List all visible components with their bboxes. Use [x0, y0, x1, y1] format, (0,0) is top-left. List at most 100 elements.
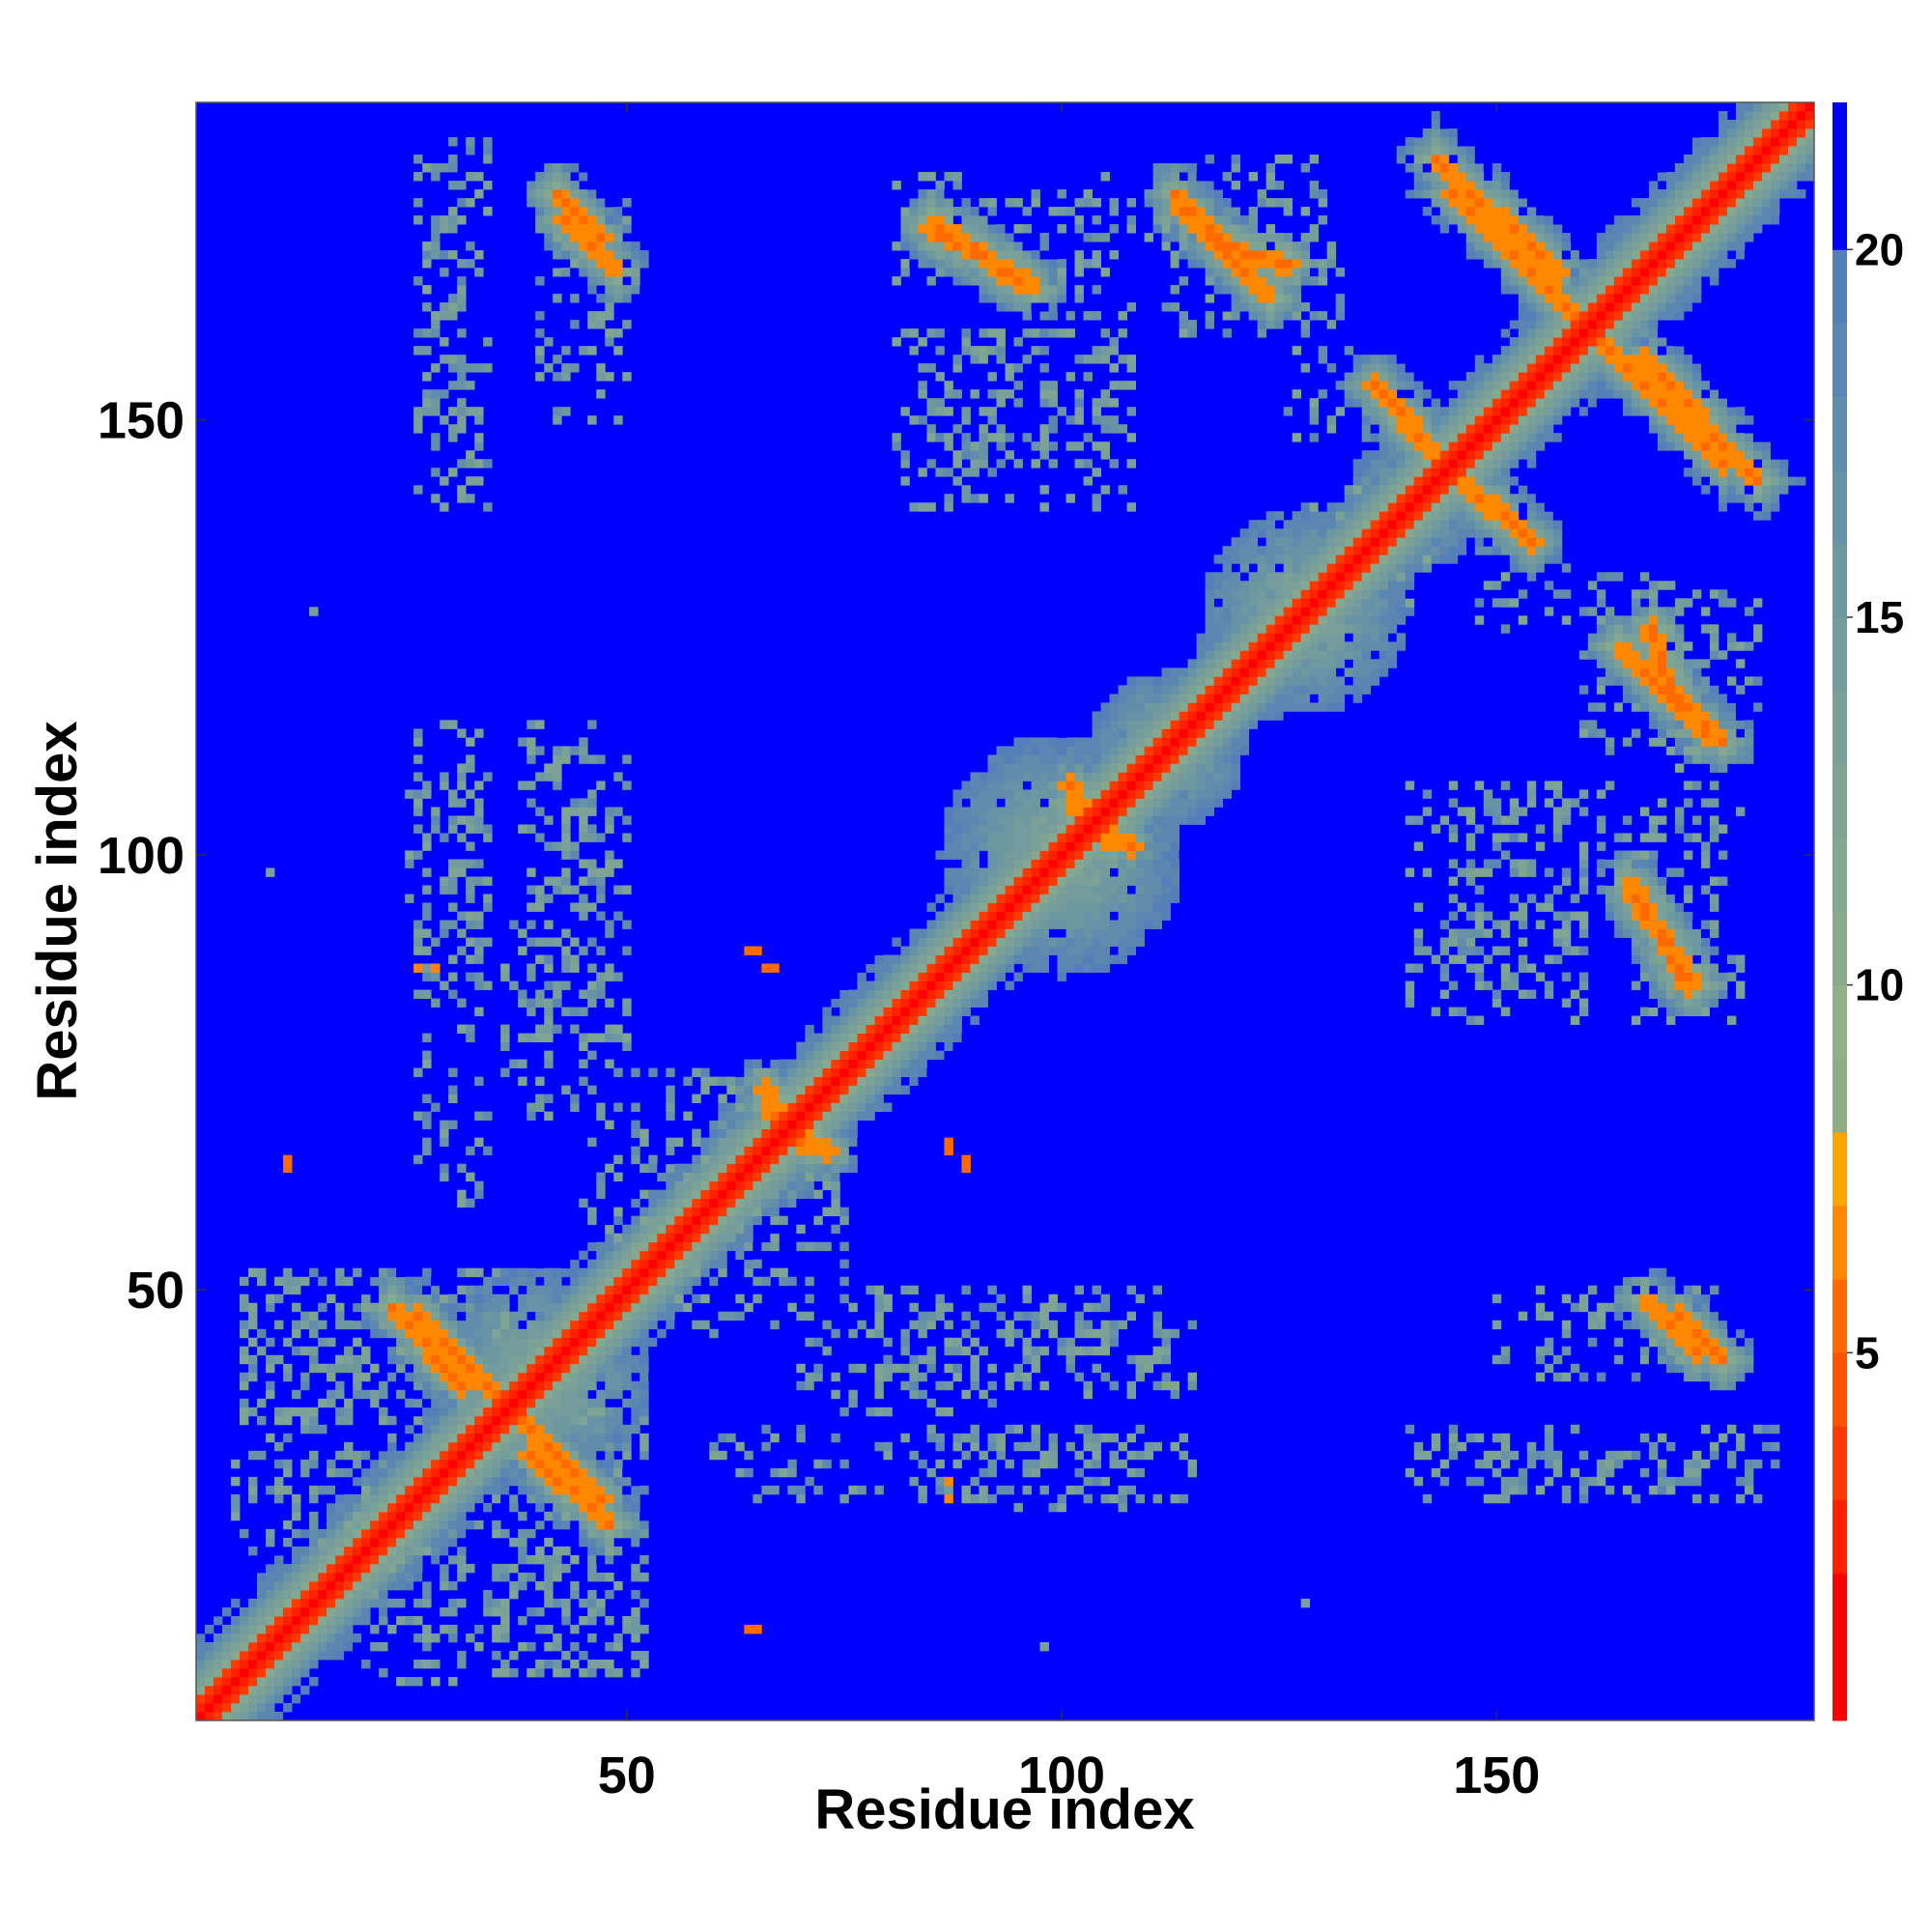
heatmap-cell	[544, 242, 554, 251]
heatmap-cell	[1100, 1476, 1110, 1487]
heatmap-cell	[500, 1293, 510, 1304]
heatmap-cell	[570, 1024, 580, 1034]
heatmap-cell	[353, 1641, 362, 1652]
heatmap-cell	[1231, 711, 1241, 721]
heatmap-cell	[544, 1493, 554, 1504]
heatmap-cell	[1135, 1363, 1145, 1374]
heatmap-cell	[553, 198, 562, 208]
heatmap-cell	[579, 242, 588, 251]
heatmap-cell	[535, 1320, 545, 1330]
heatmap-cell	[1179, 676, 1189, 686]
heatmap-cell	[674, 1207, 684, 1217]
heatmap-cell	[1048, 737, 1058, 747]
heatmap-cell	[474, 728, 484, 738]
heatmap-cell	[448, 1546, 458, 1556]
heatmap-cell	[1083, 920, 1093, 929]
heatmap-cell	[466, 494, 475, 503]
heatmap-cell	[570, 207, 580, 216]
heatmap-cell	[1222, 694, 1233, 703]
heatmap-cell	[596, 1267, 606, 1278]
heatmap-cell	[1048, 285, 1058, 295]
heatmap-cell	[613, 1502, 623, 1513]
heatmap-cell	[622, 1033, 632, 1042]
heatmap-cell	[987, 1380, 997, 1391]
heatmap-cell	[466, 172, 475, 182]
heatmap-cell	[318, 1546, 327, 1556]
heatmap-cell	[979, 242, 988, 251]
heatmap-cell	[1083, 1424, 1093, 1435]
heatmap-cell	[944, 233, 953, 242]
heatmap-cell	[448, 1493, 458, 1504]
heatmap-cell	[483, 1415, 493, 1426]
heatmap-cell	[440, 1172, 449, 1182]
heatmap-cell	[1100, 441, 1110, 451]
heatmap-cell	[500, 1389, 510, 1400]
heatmap-cell	[979, 424, 988, 434]
heatmap-cell	[709, 1120, 719, 1130]
heatmap-cell	[926, 1433, 936, 1443]
heatmap-cell	[457, 407, 467, 416]
heatmap-cell	[248, 1363, 258, 1374]
heatmap-cell	[1205, 676, 1215, 686]
heatmap-cell	[266, 867, 275, 877]
heatmap-cell	[1222, 763, 1233, 773]
heatmap-cell	[952, 459, 962, 469]
heatmap-cell	[1048, 389, 1058, 399]
heatmap-cell	[387, 1450, 397, 1461]
heatmap-cell	[622, 1546, 632, 1556]
heatmap-cell	[1013, 972, 1023, 981]
heatmap-cell	[1135, 876, 1145, 886]
heatmap-cell	[1022, 268, 1032, 277]
heatmap-cell	[422, 1659, 432, 1669]
heatmap-cell	[300, 1554, 310, 1565]
heatmap-cell	[387, 1328, 397, 1339]
heatmap-cell	[300, 1520, 310, 1530]
heatmap-cell	[726, 1085, 736, 1095]
heatmap-cell	[1144, 728, 1153, 738]
heatmap-cell	[1039, 1346, 1049, 1356]
heatmap-cell	[639, 1554, 649, 1565]
heatmap-cell	[1213, 198, 1224, 208]
heatmap-cell	[448, 407, 458, 416]
heatmap-cell	[996, 763, 1006, 773]
heatmap-cell	[544, 1459, 554, 1469]
heatmap-cell	[379, 1520, 388, 1530]
heatmap-cell	[1135, 711, 1145, 721]
heatmap-cell	[553, 1476, 562, 1487]
heatmap-cell	[440, 1163, 449, 1174]
heatmap-cell	[839, 1146, 849, 1156]
heatmap-cell	[579, 233, 588, 242]
heatmap-cell	[283, 1467, 293, 1478]
heatmap-cell	[596, 1433, 606, 1443]
heatmap-cell	[613, 1520, 623, 1530]
heatmap-cell	[1048, 1328, 1058, 1339]
heatmap-cell	[283, 1659, 293, 1669]
heatmap-cell	[1205, 598, 1215, 608]
heatmap-cell	[935, 1441, 945, 1452]
heatmap-cell	[761, 1120, 771, 1130]
heatmap-cell	[1135, 928, 1145, 938]
heatmap-cell	[1005, 259, 1014, 269]
heatmap-cell	[1048, 754, 1058, 764]
heatmap-cell	[1022, 789, 1032, 799]
heatmap-cell	[405, 1441, 414, 1452]
heatmap-cell	[596, 1372, 606, 1382]
heatmap-cell	[396, 1450, 406, 1461]
heatmap-cell	[639, 1363, 649, 1374]
heatmap-cell	[944, 824, 953, 834]
heatmap-cell	[283, 1406, 293, 1417]
heatmap-cell	[1205, 807, 1215, 816]
heatmap-cell	[222, 1659, 232, 1669]
heatmap-cell	[813, 1372, 823, 1382]
heatmap-cell	[1161, 815, 1172, 825]
heatmap-cell	[396, 1580, 406, 1591]
heatmap-cell	[553, 215, 562, 225]
heatmap-cell	[1222, 581, 1233, 590]
heatmap-cell	[970, 833, 980, 842]
heatmap-cell	[1196, 754, 1207, 764]
heatmap-cell	[796, 1050, 806, 1060]
heatmap-cell	[1005, 746, 1014, 755]
heatmap-cell	[1031, 346, 1040, 355]
heatmap-cell	[587, 859, 597, 868]
heatmap-cell	[596, 1476, 606, 1487]
